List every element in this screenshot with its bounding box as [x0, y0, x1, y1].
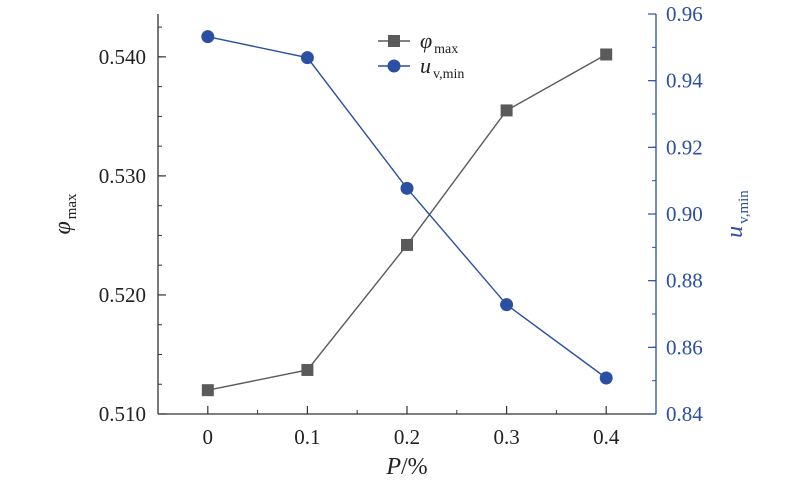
- data-point-square: [201, 384, 214, 397]
- x-tick-label: 0.2: [394, 425, 420, 449]
- legend-square-marker: [388, 35, 400, 47]
- data-point-circle: [201, 30, 215, 44]
- x-tick-label: 0.3: [493, 425, 519, 449]
- left-y-axis-title: φmax: [50, 193, 80, 235]
- right-y-tick-label: 0.90: [666, 202, 703, 226]
- left-y-tick-label: 0.520: [99, 283, 146, 307]
- right-y-tick-label: 0.96: [666, 2, 703, 26]
- ticks: 0.510 0.520 0.530 0.540 0.84 0.86 0.88 0.90 0.92…: [99, 2, 704, 449]
- data-point-circle: [400, 181, 414, 195]
- data-point-circle: [300, 51, 314, 65]
- series-layer: [201, 30, 613, 397]
- x-tick-label: 0.4: [593, 425, 620, 449]
- x-axis-title: P/%: [385, 454, 427, 480]
- data-point-square: [401, 238, 413, 251]
- right-y-tick-label: 0.88: [666, 269, 703, 293]
- legend-label-subscript: max: [434, 42, 458, 57]
- data-point-square: [600, 48, 613, 61]
- axes: [157, 14, 657, 415]
- x-tick-label: 0: [203, 425, 214, 449]
- right-y-tick-label: 0.86: [666, 335, 703, 359]
- series-phi-max: [201, 48, 613, 397]
- series-u-v-min: [201, 30, 613, 385]
- left-y-axis-title-subscript: max: [64, 193, 80, 219]
- right-y-axis-title-subscript: v,min: [736, 190, 752, 224]
- data-point-circle: [500, 298, 514, 312]
- right-y-axis-title: uv,min: [722, 190, 752, 238]
- left-y-tick-label: 0.510: [99, 402, 146, 426]
- left-y-tick-label: 0.540: [99, 45, 146, 69]
- data-point-square: [500, 104, 513, 117]
- data-point-circle: [599, 371, 613, 385]
- legend-entry: φ max: [378, 28, 458, 57]
- legend-circle-marker: [387, 59, 401, 73]
- right-y-tick-label: 0.92: [666, 135, 703, 159]
- x-tick-label: 0.1: [294, 425, 320, 449]
- left-y-tick-label: 0.530: [99, 164, 146, 188]
- data-point-square: [301, 363, 314, 376]
- x-axis-title-unit: /%: [401, 454, 428, 480]
- right-y-tick-label: 0.94: [666, 69, 703, 93]
- legend-entry: u v,min: [378, 53, 464, 82]
- right-y-tick-label: 0.84: [666, 402, 703, 426]
- legend-label: u v,min: [420, 53, 464, 82]
- legend-label-subscript: v,min: [433, 67, 464, 82]
- series-line: [207, 53, 607, 391]
